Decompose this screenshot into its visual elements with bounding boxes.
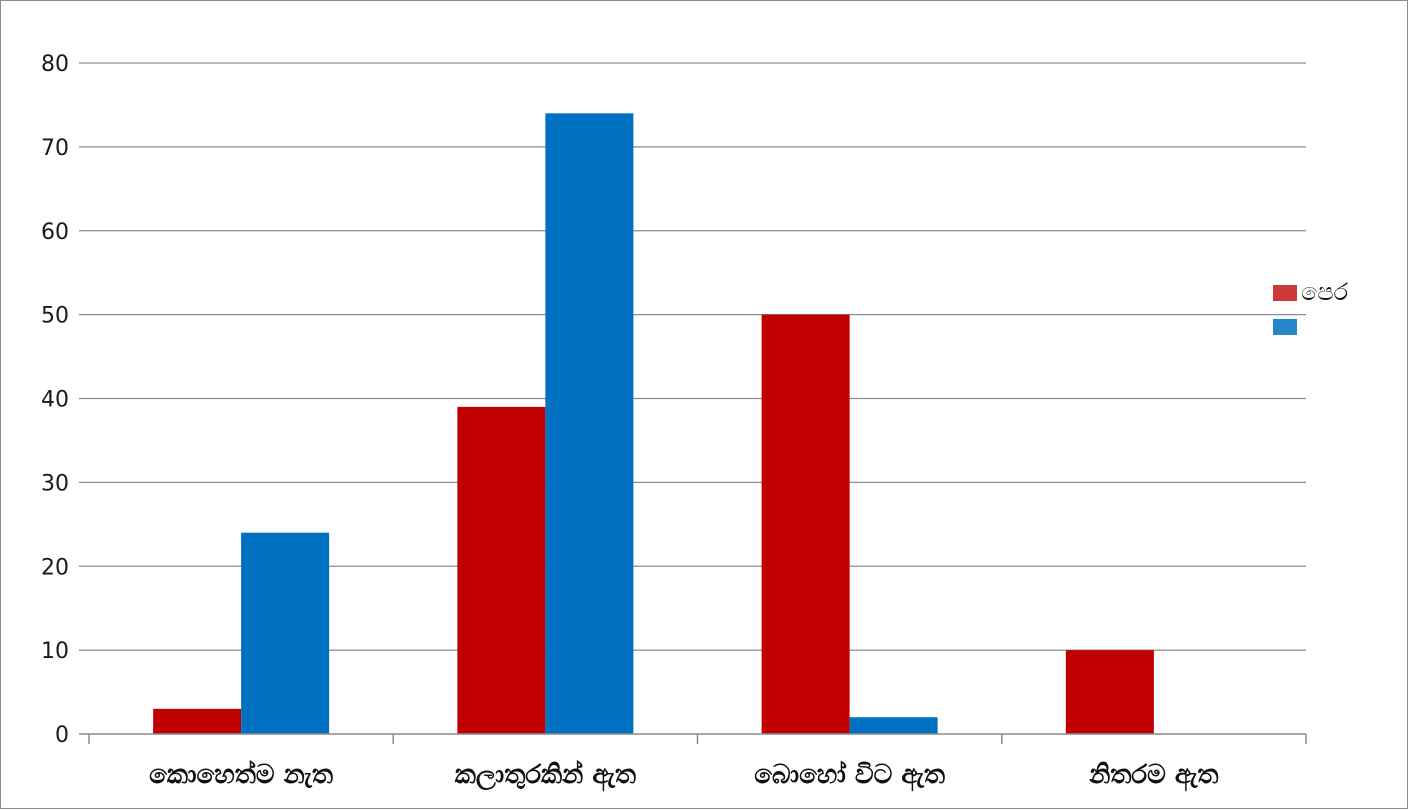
x-axis xyxy=(79,733,1307,744)
y-tick-label: 0 xyxy=(55,723,69,748)
y-tick-label: 30 xyxy=(41,471,69,496)
bar xyxy=(457,406,546,734)
bar xyxy=(761,314,850,734)
y-tick-label: 70 xyxy=(41,136,69,161)
legend-swatch xyxy=(1273,319,1297,335)
legend: පෙර xyxy=(1273,278,1349,335)
bar xyxy=(1065,650,1154,734)
y-tick-label: 40 xyxy=(41,388,69,413)
bar xyxy=(849,717,938,734)
legend-swatch xyxy=(1273,285,1297,301)
bars xyxy=(153,113,1154,734)
x-category-label: කොහෙත්ම නැත xyxy=(149,760,333,790)
bar xyxy=(545,113,634,734)
legend-label: පෙර xyxy=(1301,278,1349,306)
x-category-label: කලාතුරකින් ඇත xyxy=(455,760,636,792)
x-category-label: බොහෝ විට ඇත xyxy=(754,760,945,792)
category-labels: කොහෙත්ම නැත කලාතුරකින් ඇත බොහෝ විට ඇත නිතරම… xyxy=(149,760,1218,792)
x-category-label: නිතරම ඇත xyxy=(1088,760,1218,792)
bar xyxy=(153,708,242,734)
y-tick-label: 80 xyxy=(41,52,69,77)
y-tick-label: 10 xyxy=(41,639,69,664)
bar xyxy=(241,532,330,734)
y-tick-label: 60 xyxy=(41,220,69,245)
y-tick-label: 50 xyxy=(41,304,69,329)
y-tick-label: 20 xyxy=(41,555,69,580)
y-axis-ticks: 0 10 20 30 40 50 60 70 80 xyxy=(41,52,69,748)
